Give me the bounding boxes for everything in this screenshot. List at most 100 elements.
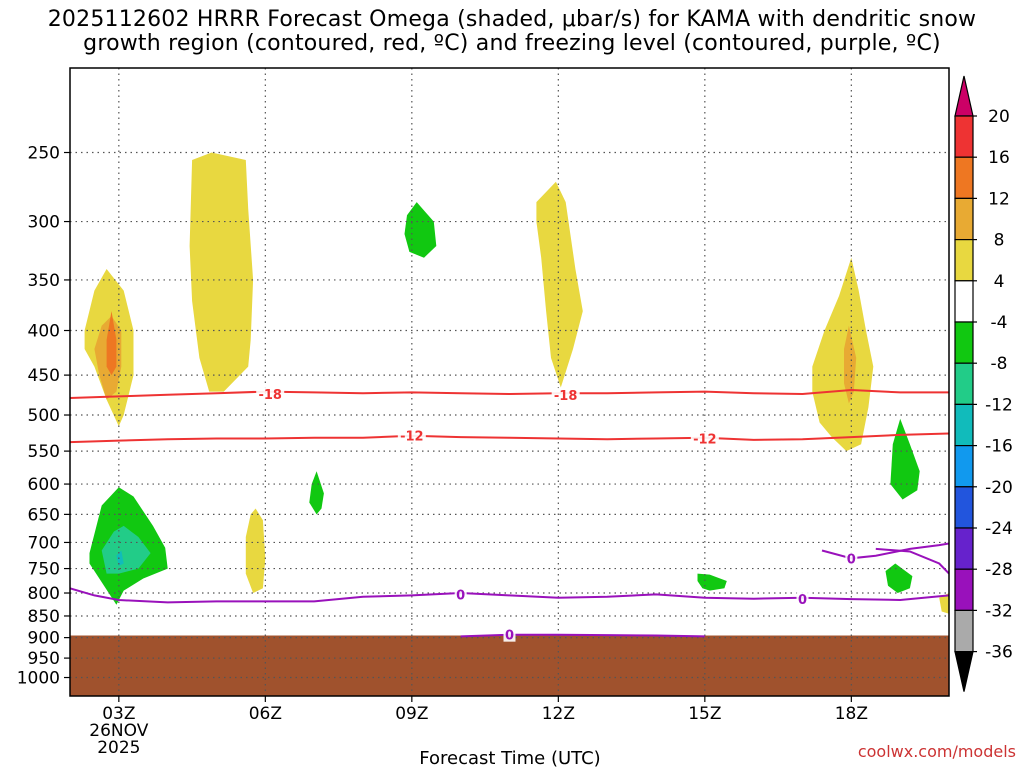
- freezing-level-contour-label-bg: [503, 627, 516, 642]
- colorbar-label: 8: [994, 231, 1005, 251]
- site-credit: coolwx.com/models: [858, 742, 1016, 761]
- freezing-level-contour-label-bg: [845, 551, 858, 566]
- colorbar-label: -24: [985, 519, 1013, 539]
- chart-title-line-2: growth region (contoured, red, ºC) and f…: [83, 31, 941, 56]
- dgz-contour-label-bg: [690, 431, 719, 446]
- x-tick-sublabel: 2025: [97, 738, 140, 758]
- dgz-contour-label-bg: [397, 428, 426, 443]
- y-tick-label: 900: [28, 629, 60, 649]
- dgz-contour-label-bg: [256, 386, 285, 401]
- colorbar: 20 16 12 8 4 -4 -8 -12 -16 -20 -24 -28 -32 -36: [954, 75, 1013, 692]
- dgz-contour-label: -18: [554, 389, 578, 404]
- freezing-level-contour-label-bg: [454, 587, 467, 602]
- gridlines: [70, 68, 949, 696]
- colorbar-bin: [954, 445, 974, 488]
- y-tick-label: 400: [28, 322, 60, 342]
- chart-title-line-1: 2025112602 HRRR Forecast Omega (shaded, …: [47, 7, 977, 32]
- y-tick-label: 500: [28, 406, 60, 426]
- colorbar-label: -4: [991, 313, 1008, 333]
- colorbar-label: -16: [985, 437, 1013, 457]
- colorbar-bin: [954, 156, 974, 199]
- omega-region-5: [309, 471, 324, 515]
- colorbar-bin: [954, 568, 974, 612]
- omega-region-9: [812, 257, 874, 452]
- freezing-level-contour-label: 0: [847, 552, 856, 567]
- colorbar-label: -32: [985, 601, 1013, 621]
- colorbar-bin-top: [954, 75, 974, 117]
- colorbar-bin: [954, 321, 974, 364]
- colorbar-bin: [954, 280, 974, 323]
- y-tick-label: 250: [28, 144, 60, 164]
- terrain-layer: [70, 635, 949, 696]
- y-tick-label: 950: [28, 649, 60, 669]
- x-tick-label: 12Z: [542, 704, 575, 724]
- y-tick-label: 550: [28, 442, 60, 462]
- y-tick-label: 450: [28, 366, 60, 386]
- colorbar-bin: [954, 115, 974, 158]
- dgz-contour-label: -18: [258, 388, 282, 403]
- colorbar-label: 4: [994, 272, 1005, 292]
- colorbar-bin: [954, 609, 974, 653]
- terrain-fill: [70, 635, 949, 696]
- omega-region-15: [101, 525, 151, 574]
- freezing-level-contour-1: [460, 633, 705, 638]
- freezing-level-contour-label: 0: [505, 629, 514, 644]
- colorbar-bin: [954, 197, 974, 241]
- colorbar-bin: [954, 403, 974, 447]
- omega-region-3: [189, 152, 254, 392]
- x-tick-sublabel: 26NOV: [89, 721, 148, 741]
- freezing-level-contour-label: 0: [456, 588, 465, 603]
- omega-region-11: [890, 418, 920, 500]
- dgz-contour-label: -12: [400, 430, 424, 445]
- y-tick-label: 600: [28, 475, 60, 495]
- freezing-level-contour-label: 0: [798, 593, 807, 608]
- y-tick-label: 750: [28, 560, 60, 580]
- y-tick-label: 300: [28, 213, 60, 233]
- freezing-level-contour-0: [70, 587, 949, 604]
- colorbar-label: -20: [985, 478, 1013, 498]
- omega-region-4: [245, 508, 266, 593]
- y-tick-label: 1000: [17, 669, 60, 689]
- omega-region-8: [697, 573, 727, 591]
- colorbar-label: -36: [985, 643, 1013, 663]
- colorbar-label: 16: [988, 148, 1010, 168]
- dgz-contour-label: -12: [693, 433, 717, 448]
- omega-region-13: [939, 593, 949, 614]
- contour-layer: -18 -18 -12 -12 0 0 0 0: [70, 386, 949, 644]
- colorbar-label: -12: [985, 395, 1013, 415]
- colorbar-label: 12: [988, 189, 1010, 209]
- x-tick-label: 18Z: [835, 704, 868, 724]
- freezing-level-contour-3: [875, 547, 949, 575]
- dgz-contour-1: [70, 432, 949, 444]
- y-tick-label: 850: [28, 607, 60, 627]
- plot-frame: [69, 67, 950, 697]
- colorbar-bin: [954, 486, 974, 529]
- y-tick-label: 800: [28, 584, 60, 604]
- freezing-level-contour-label-bg: [796, 592, 809, 607]
- colorbar-label: -8: [991, 354, 1008, 374]
- omega-region-6: [404, 202, 437, 258]
- colorbar-label: 20: [988, 107, 1010, 127]
- omega-region-2: [106, 311, 117, 376]
- y-tick-label: 650: [28, 505, 60, 525]
- omega-shading-layer: [84, 152, 949, 614]
- x-tick-label: 03Z: [102, 704, 135, 724]
- x-axis-label: Forecast Time (UTC): [419, 748, 600, 768]
- y-tick-label: 700: [28, 533, 60, 553]
- omega-region-7: [536, 181, 583, 388]
- x-tick-label: 09Z: [395, 704, 428, 724]
- dgz-contour-label-bg: [551, 387, 580, 402]
- omega-region-12: [885, 563, 913, 593]
- chart-title: 2025112602 HRRR Forecast Omega (shaded, …: [0, 8, 1024, 56]
- x-tick-label: 06Z: [249, 704, 282, 724]
- freezing-level-contour-2: [821, 542, 949, 560]
- omega-region-16: [116, 550, 124, 566]
- y-axis: 2503003504004505005506006507007508008509…: [17, 144, 70, 689]
- colorbar-bin-bottom: [954, 650, 974, 692]
- omega-region-10: [844, 325, 857, 404]
- colorbar-bin: [954, 239, 974, 282]
- y-tick-label: 350: [28, 271, 60, 291]
- colorbar-bin: [954, 362, 974, 406]
